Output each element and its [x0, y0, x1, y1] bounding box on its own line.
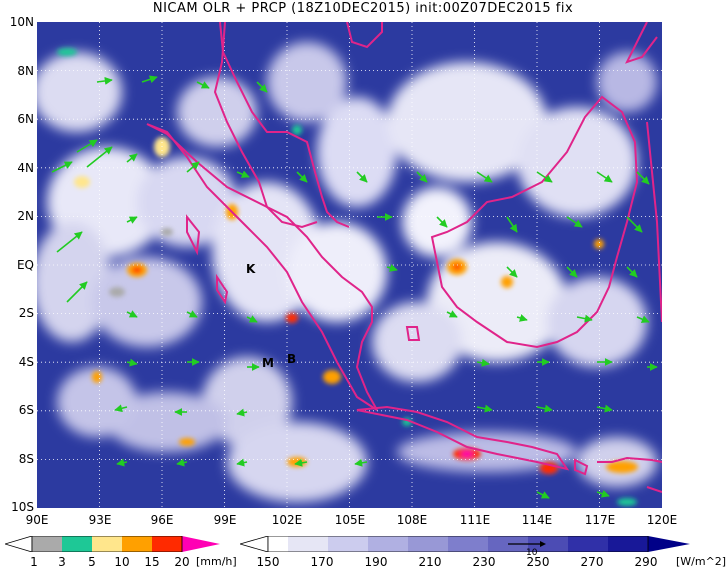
olr-swatch	[268, 536, 288, 552]
olr-scale-label: 250	[526, 555, 550, 569]
olr-scale-label: 270	[580, 555, 604, 569]
x-tick-label: 96E	[150, 513, 174, 527]
y-tick-label: 10N	[9, 15, 34, 29]
y-tick-label: EQ	[16, 258, 34, 272]
y-tick-label: 10S	[11, 500, 34, 514]
x-tick-label: 120E	[646, 513, 678, 527]
olr-scale-label: 290	[634, 555, 658, 569]
olr-scale-label: 150	[256, 555, 280, 569]
x-tick-label: 102E	[271, 513, 303, 527]
wind-vectors	[51, 75, 658, 499]
lat-lon-grid	[37, 22, 662, 508]
y-tick-label: 8S	[18, 452, 34, 466]
olr-colorbar	[238, 535, 695, 556]
prcp-swatch	[62, 536, 92, 552]
prcp-scale-label: 10	[114, 555, 130, 569]
olr-swatch	[608, 536, 648, 552]
chart-title: NICAM OLR + PRCP (18Z10DEC2015) init:00Z…	[152, 1, 574, 16]
y-tick-label: 4N	[17, 161, 34, 175]
olr-unit: [W/m^2]	[676, 555, 726, 568]
olr-swatch	[448, 536, 488, 552]
olr-over-arrow	[648, 536, 690, 552]
x-tick-label: 108E	[396, 513, 428, 527]
y-tick-label: 4S	[18, 355, 34, 369]
coastlines	[146, 22, 662, 493]
olr-swatch	[568, 536, 608, 552]
olr-under-arrow	[238, 535, 269, 553]
y-tick-label: 6S	[18, 403, 34, 417]
y-tick-label: 6N	[17, 112, 34, 126]
vector-reference-label: 10	[526, 548, 538, 558]
y-tick-label: 2N	[17, 209, 34, 223]
x-tick-label: 114E	[521, 513, 553, 527]
olr-scale-label: 190	[364, 555, 388, 569]
prcp-unit: [mm/h]	[196, 555, 237, 568]
olr-scale-label: 170	[310, 555, 334, 569]
prcp-colorbar-svg	[3, 535, 220, 553]
prcp-colorbar	[3, 535, 220, 556]
prcp-scale-label: 5	[88, 555, 96, 569]
x-tick-label: 99E	[213, 513, 237, 527]
precipitation-field	[57, 48, 638, 506]
prcp-scale-label: 20	[174, 555, 190, 569]
olr-swatch	[368, 536, 408, 552]
olr-swatch	[328, 536, 368, 552]
olr-colorbar-svg	[238, 535, 690, 553]
prcp-scale-label: 1	[30, 555, 38, 569]
x-tick-label: 111E	[459, 513, 491, 527]
prcp-swatch	[32, 536, 62, 552]
station-label-b: B	[287, 352, 297, 366]
map-canvas	[37, 22, 662, 508]
y-tick-label: 8N	[17, 64, 34, 78]
prcp-swatch	[92, 536, 122, 552]
olr-swatch	[528, 536, 568, 552]
x-tick-label: 90E	[25, 513, 49, 527]
x-tick-label: 93E	[88, 513, 112, 527]
prcp-under-arrow	[3, 535, 33, 553]
x-tick-label: 105E	[334, 513, 366, 527]
olr-swatch	[408, 536, 448, 552]
prcp-swatch	[122, 536, 152, 552]
station-label-m: M	[262, 356, 274, 370]
station-label-k: K	[246, 262, 256, 276]
olr-cloud-field	[37, 42, 657, 502]
y-tick-label: 2S	[18, 306, 34, 320]
olr-swatch	[288, 536, 328, 552]
x-tick-label: 117E	[584, 513, 616, 527]
prcp-scale-label: 3	[58, 555, 66, 569]
prcp-scale-label: 15	[144, 555, 160, 569]
map-panel	[37, 22, 662, 508]
prcp-over-arrow	[182, 536, 220, 552]
prcp-swatch	[152, 536, 182, 552]
olr-scale-label: 230	[472, 555, 496, 569]
olr-scale-label: 210	[418, 555, 442, 569]
